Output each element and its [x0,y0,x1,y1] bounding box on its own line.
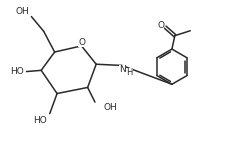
Text: OH: OH [16,7,30,16]
Text: HO: HO [10,67,24,76]
Text: H: H [126,68,132,77]
Text: O: O [156,21,164,30]
Text: O: O [78,38,85,47]
Text: N: N [118,65,125,74]
Text: HO: HO [34,116,47,125]
Text: OH: OH [103,103,117,112]
